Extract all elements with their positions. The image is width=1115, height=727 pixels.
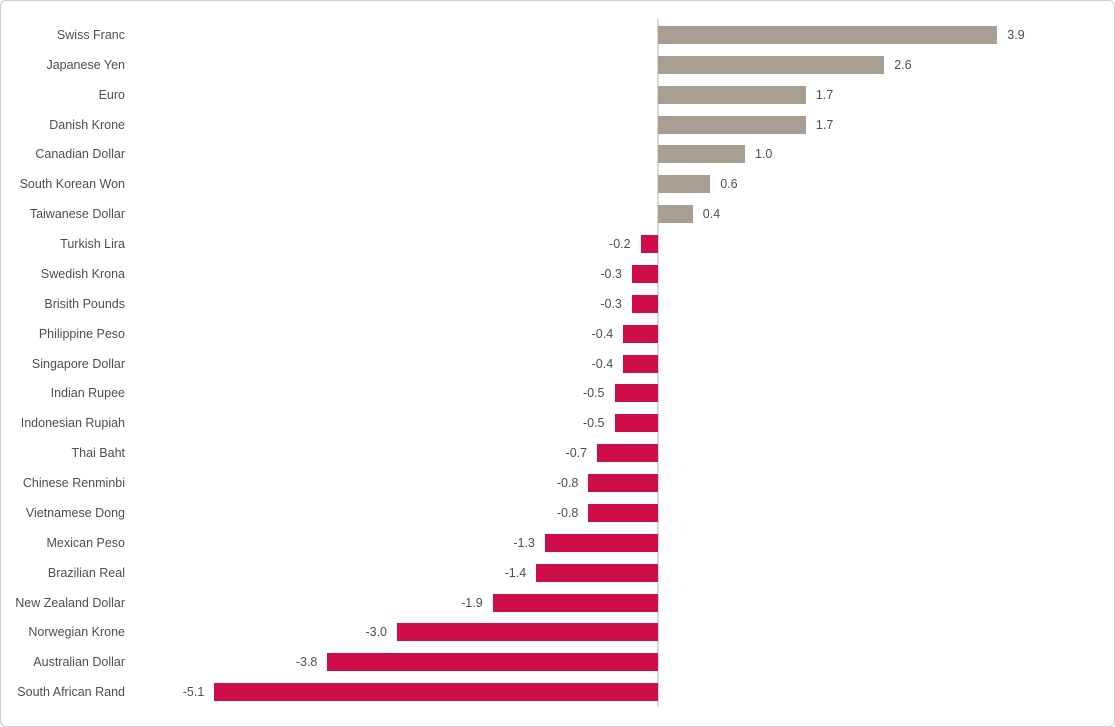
category-label: Japanese Yen xyxy=(46,57,125,72)
category-label: Brisith Pounds xyxy=(44,296,125,311)
category-label: Thai Baht xyxy=(71,446,125,461)
bar-positive xyxy=(658,25,998,44)
chart-row: Indonesian Rupiah -0.5 xyxy=(1,408,1114,438)
category-label: Euro xyxy=(98,87,125,102)
category-label: South African Rand xyxy=(17,685,125,700)
value-label: -0.5 xyxy=(582,416,605,431)
chart-row: Indian Rupee -0.5 xyxy=(1,379,1114,409)
value-label: -1.9 xyxy=(461,595,483,610)
bar-negative xyxy=(536,563,658,582)
chart-row: South African Rand -5.1 xyxy=(1,677,1114,707)
value-label: -1.4 xyxy=(504,565,527,580)
category-label: Indonesian Rupiah xyxy=(20,416,125,431)
category-label: Swiss Franc xyxy=(56,27,125,42)
bar-negative xyxy=(327,653,658,672)
bar-negative xyxy=(214,683,658,702)
value-label: -0.8 xyxy=(556,476,579,491)
value-label: -0.4 xyxy=(591,326,614,341)
category-label: Australian Dollar xyxy=(33,655,125,670)
bar-negative xyxy=(588,474,658,493)
category-label: South Korean Won xyxy=(19,177,125,192)
category-label: Swedish Krona xyxy=(40,266,125,281)
value-label: -0.4 xyxy=(591,356,614,371)
chart-row: South Korean Won 0.6 xyxy=(1,169,1114,199)
value-label: -3.8 xyxy=(295,655,318,670)
bar-negative xyxy=(397,623,658,642)
category-label: Vietnamese Dong xyxy=(25,505,125,520)
chart-row: Euro 1.7 xyxy=(1,80,1114,110)
chart-row: Brazilian Real -1.4 xyxy=(1,558,1114,588)
chart-row: Turkish Lira -0.2 xyxy=(1,229,1114,259)
zero-baseline-axis xyxy=(657,19,659,707)
category-label: Canadian Dollar xyxy=(35,147,125,162)
value-label: -3.0 xyxy=(365,625,387,640)
bar-negative xyxy=(544,533,658,552)
chart-row: Danish Krone 1.7 xyxy=(1,110,1114,140)
value-label: -0.2 xyxy=(609,237,631,252)
value-label: 1.0 xyxy=(755,147,773,162)
category-label: Danish Krone xyxy=(49,117,125,132)
value-label: -0.3 xyxy=(600,266,622,281)
category-label: Mexican Peso xyxy=(46,535,125,550)
bar-negative xyxy=(588,503,658,522)
chart-row: New Zealand Dollar -1.9 xyxy=(1,588,1114,618)
bar-positive xyxy=(658,85,806,104)
bar-negative xyxy=(623,324,658,343)
chart-row: Canadian Dollar 1.0 xyxy=(1,140,1114,170)
chart-row: Brisith Pounds -0.3 xyxy=(1,289,1114,319)
bar-positive xyxy=(658,55,885,74)
category-label: Turkish Lira xyxy=(60,237,125,252)
chart-row: Australian Dollar -3.8 xyxy=(1,647,1114,677)
chart-row: Japanese Yen 2.6 xyxy=(1,50,1114,80)
category-label: Indian Rupee xyxy=(50,386,125,401)
bar-negative xyxy=(492,593,658,612)
chart-row: Thai Baht -0.7 xyxy=(1,438,1114,468)
value-label: -0.7 xyxy=(565,446,588,461)
bar-positive xyxy=(658,175,711,194)
category-label: Philippine Peso xyxy=(38,326,125,341)
value-label: -0.3 xyxy=(600,296,622,311)
bar-negative xyxy=(623,354,658,373)
bar-positive xyxy=(658,115,806,134)
category-label: Brazilian Real xyxy=(47,565,125,580)
bar-negative xyxy=(640,235,658,254)
value-label: 0.6 xyxy=(720,177,738,192)
category-label: Taiwanese Dollar xyxy=(29,207,125,222)
chart-row: Vietnamese Dong -0.8 xyxy=(1,498,1114,528)
category-label: Norwegian Krone xyxy=(28,625,125,640)
value-label: 1.7 xyxy=(815,117,834,132)
chart-row: Singapore Dollar -0.4 xyxy=(1,349,1114,379)
value-label: 1.7 xyxy=(815,87,834,102)
chart-row: Swiss Franc 3.9 xyxy=(1,20,1114,50)
value-label: 2.6 xyxy=(894,57,912,72)
category-label: Chinese Renminbi xyxy=(22,476,125,491)
chart-row: Philippine Peso -0.4 xyxy=(1,319,1114,349)
chart-row: Chinese Renminbi -0.8 xyxy=(1,468,1114,498)
value-label: -0.8 xyxy=(556,505,579,520)
bar-negative xyxy=(614,384,658,403)
category-label: Singapore Dollar xyxy=(31,356,125,371)
chart-row: Swedish Krona -0.3 xyxy=(1,259,1114,289)
category-label: New Zealand Dollar xyxy=(15,595,125,610)
bar-positive xyxy=(658,145,745,164)
chart-row: Taiwanese Dollar 0.4 xyxy=(1,199,1114,229)
value-label: 3.9 xyxy=(1007,27,1025,42)
chart-row: Mexican Peso -1.3 xyxy=(1,528,1114,558)
bar-negative xyxy=(597,444,658,463)
value-label: -1.3 xyxy=(513,535,535,550)
value-label: -5.1 xyxy=(182,685,205,700)
bar-negative xyxy=(631,264,658,283)
bar-positive xyxy=(658,205,693,224)
bar-negative xyxy=(631,294,658,313)
chart-row: Norwegian Krone -3.0 xyxy=(1,617,1114,647)
value-label: 0.4 xyxy=(702,207,721,222)
bar-negative xyxy=(614,414,658,433)
value-label: -0.5 xyxy=(582,386,605,401)
